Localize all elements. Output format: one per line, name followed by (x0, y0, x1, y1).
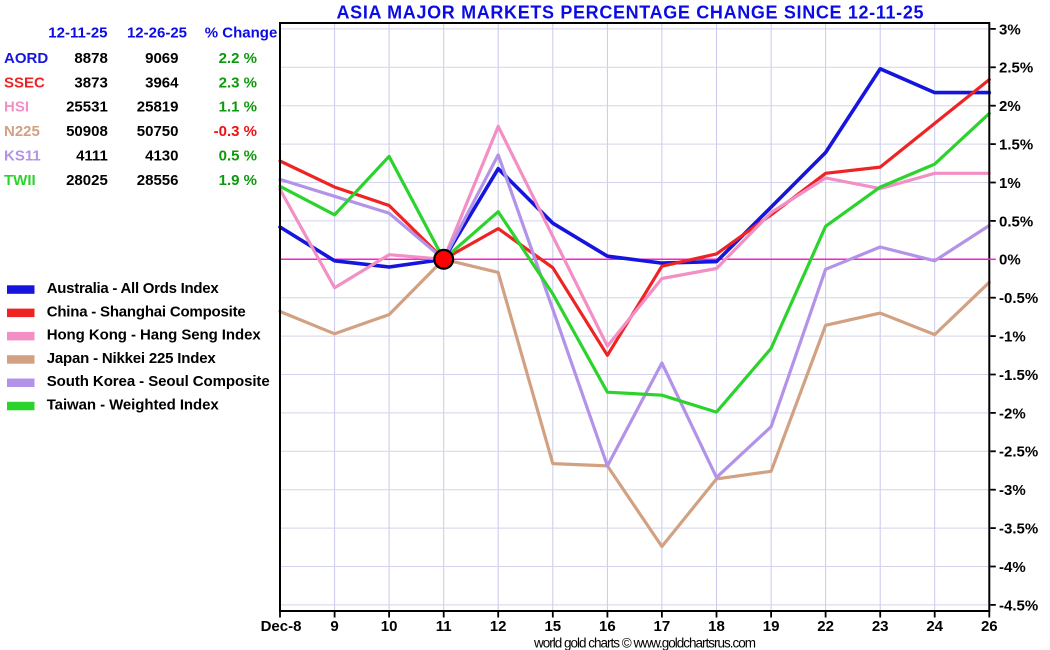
svg-text:Dec-8: Dec-8 (261, 618, 302, 635)
svg-text:0.5%: 0.5% (999, 213, 1033, 230)
svg-text:9069: 9069 (145, 50, 178, 67)
svg-text:TWII: TWII (4, 172, 36, 189)
svg-text:12-26-25: 12-26-25 (127, 25, 187, 42)
svg-text:1%: 1% (999, 175, 1021, 192)
svg-text:Japan - Nikkei 225 Index: Japan - Nikkei 225 Index (47, 350, 217, 367)
svg-text:24: 24 (926, 618, 943, 635)
svg-text:-3%: -3% (999, 482, 1026, 499)
svg-text:% Change: % Change (205, 25, 278, 42)
svg-text:23: 23 (872, 618, 889, 635)
svg-text:N225: N225 (4, 123, 40, 140)
svg-text:Taiwan - Weighted Index: Taiwan - Weighted Index (47, 397, 220, 414)
svg-text:0%: 0% (999, 252, 1021, 269)
svg-text:19: 19 (763, 618, 780, 635)
svg-text:Hong Kong - Hang Seng Index: Hong Kong - Hang Seng Index (47, 327, 262, 344)
svg-text:2.3 %: 2.3 % (219, 74, 257, 91)
svg-text:3964: 3964 (145, 74, 179, 91)
svg-text:ASIA MAJOR MARKETS PERCENTAGE: ASIA MAJOR MARKETS PERCENTAGE CHANGE SIN… (337, 2, 924, 22)
svg-text:50750: 50750 (137, 123, 179, 140)
svg-text:2.2 %: 2.2 % (219, 50, 257, 67)
svg-text:-2%: -2% (999, 405, 1026, 422)
svg-text:2.5%: 2.5% (999, 60, 1033, 77)
svg-text:-4%: -4% (999, 559, 1026, 576)
svg-text:18: 18 (708, 618, 725, 635)
svg-text:8878: 8878 (74, 50, 107, 67)
svg-text:15: 15 (544, 618, 561, 635)
svg-text:12: 12 (490, 618, 507, 635)
svg-text:AORD: AORD (4, 50, 48, 67)
svg-text:China - Shanghai Composite: China - Shanghai Composite (47, 303, 246, 320)
svg-text:4111: 4111 (76, 148, 108, 165)
svg-text:-2.5%: -2.5% (999, 444, 1038, 461)
svg-text:Australia - All Ords Index: Australia - All Ords Index (47, 280, 220, 297)
svg-text:South Korea - Seoul Composite: South Korea - Seoul Composite (47, 373, 270, 390)
svg-text:-4.5%: -4.5% (999, 597, 1038, 614)
svg-text:1.9 %: 1.9 % (219, 172, 257, 189)
svg-text:11: 11 (436, 618, 452, 635)
svg-text:25531: 25531 (66, 99, 108, 116)
svg-text:-1.5%: -1.5% (999, 367, 1038, 384)
svg-text:0.5 %: 0.5 % (219, 148, 257, 165)
svg-text:1.5%: 1.5% (999, 137, 1033, 154)
svg-text:25819: 25819 (137, 99, 179, 116)
svg-text:4130: 4130 (145, 148, 178, 165)
svg-text:-1%: -1% (999, 329, 1026, 346)
svg-text:26: 26 (981, 618, 998, 635)
svg-text:10: 10 (381, 618, 398, 635)
svg-text:3873: 3873 (74, 74, 107, 91)
svg-text:2%: 2% (999, 98, 1021, 115)
svg-text:KS11: KS11 (4, 148, 41, 165)
svg-text:-0.3 %: -0.3 % (214, 123, 257, 140)
svg-text:28556: 28556 (137, 172, 179, 189)
svg-text:17: 17 (654, 618, 671, 635)
svg-text:9: 9 (330, 618, 338, 635)
svg-text:22: 22 (817, 618, 834, 635)
svg-text:16: 16 (599, 618, 616, 635)
svg-text:50908: 50908 (66, 123, 108, 140)
svg-text:HSI: HSI (4, 99, 29, 116)
svg-text:3%: 3% (999, 21, 1021, 38)
svg-text:world gold charts © www.goldch: world gold charts © www.goldchartsrus.co… (533, 636, 756, 650)
svg-text:-3.5%: -3.5% (999, 521, 1038, 538)
svg-text:SSEC: SSEC (4, 74, 45, 91)
svg-text:28025: 28025 (66, 172, 108, 189)
svg-text:12-11-25: 12-11-25 (48, 25, 107, 42)
svg-text:1.1 %: 1.1 % (219, 99, 257, 116)
svg-text:-0.5%: -0.5% (999, 290, 1038, 307)
